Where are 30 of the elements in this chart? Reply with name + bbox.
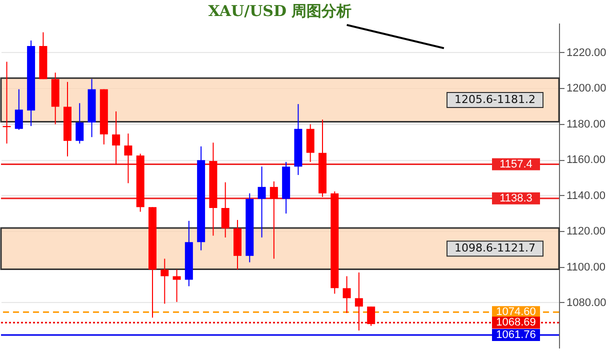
band-label: 1098.6-1121.7 — [454, 242, 536, 255]
candlestick — [354, 272, 363, 331]
y-tick-label: 1140.00 — [566, 190, 606, 202]
candlestick — [160, 258, 169, 304]
ref-line-label: 1061.76 — [496, 329, 536, 342]
ref-line-label: 1138.3 — [500, 192, 532, 204]
candlestick — [124, 133, 132, 184]
ref-line-label: 1074.60 — [496, 306, 536, 318]
candlestick — [172, 269, 181, 302]
candlestick — [14, 88, 23, 130]
ref-line-label: 1157.4 — [500, 158, 532, 170]
candlestick — [306, 124, 314, 162]
ref-line-label: 1068.69 — [496, 316, 536, 329]
y-tick-label: 1160.00 — [566, 154, 606, 166]
candlestick — [221, 182, 230, 238]
candlestick — [367, 306, 376, 326]
y-tick-label: 1080.00 — [566, 296, 606, 309]
candlestick — [112, 110, 120, 166]
y-tick-label: 1220.00 — [566, 46, 606, 59]
band-label: 1205.6-1181.2 — [454, 92, 536, 106]
y-tick-label: 1200.00 — [566, 82, 606, 95]
chart-title: XAU/USD 周图分析 — [208, 2, 352, 20]
y-tick-label: 1120.00 — [566, 226, 606, 238]
candlestick — [2, 61, 11, 144]
candlestick — [76, 102, 84, 144]
candlestick — [258, 166, 266, 238]
y-tick-label: 1100.00 — [566, 261, 606, 274]
candlestick — [270, 180, 278, 260]
y-tick-label: 1180.00 — [566, 118, 606, 130]
candlestick — [342, 276, 351, 314]
